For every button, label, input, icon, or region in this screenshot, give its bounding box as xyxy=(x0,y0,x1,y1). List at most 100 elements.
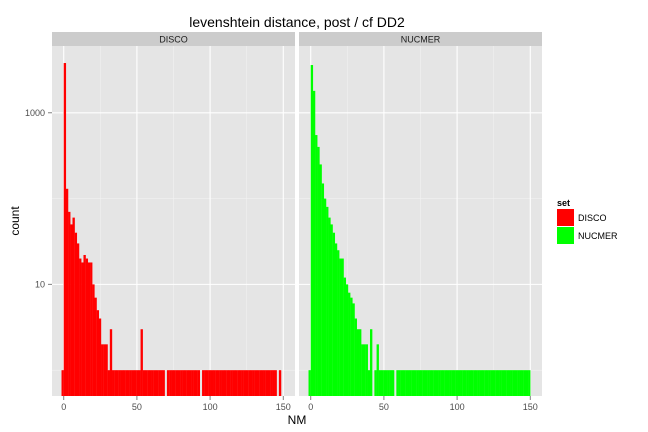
histogram-bar xyxy=(385,370,388,396)
strip-background xyxy=(52,32,295,46)
histogram-bar xyxy=(263,370,266,396)
histogram-bar xyxy=(259,370,262,396)
histogram-bar xyxy=(326,206,329,396)
histogram-bar xyxy=(365,344,368,396)
histogram-bar xyxy=(528,370,531,396)
histogram-bar xyxy=(267,370,271,396)
histogram-bar xyxy=(261,370,264,396)
histogram-bar xyxy=(94,297,97,396)
histogram-bar xyxy=(508,370,511,396)
histogram-bar xyxy=(449,370,452,396)
histogram-bar xyxy=(144,370,148,396)
histogram-bar xyxy=(219,370,222,396)
histogram-bar xyxy=(497,370,500,396)
histogram-bar xyxy=(495,370,498,396)
histogram-bar xyxy=(151,370,154,396)
strip-background xyxy=(299,32,542,46)
histogram-bar xyxy=(380,370,384,396)
histogram-bar xyxy=(352,303,355,396)
histogram-bar xyxy=(471,370,474,396)
histogram-bar xyxy=(127,370,130,396)
histogram-bar xyxy=(451,370,454,396)
histogram-bar xyxy=(486,370,489,396)
histogram-bar xyxy=(367,370,371,396)
histogram-bar xyxy=(490,370,494,396)
histogram-bar xyxy=(444,370,447,396)
histogram-bar xyxy=(191,370,194,396)
histogram-bar xyxy=(418,370,421,396)
histogram-bar xyxy=(462,370,465,396)
histogram-bar xyxy=(328,217,331,396)
histogram-bar xyxy=(213,370,216,396)
histogram-bar xyxy=(468,370,472,396)
histogram-bar xyxy=(221,370,225,396)
histogram-bar xyxy=(427,370,430,396)
histogram-bar xyxy=(217,370,220,396)
x-tick-label: 100 xyxy=(450,402,465,412)
histogram-bar xyxy=(197,370,200,396)
x-tick-label: 100 xyxy=(203,402,218,412)
histogram-bar xyxy=(440,370,443,396)
y-axis-title: count xyxy=(8,206,22,236)
histogram-bar xyxy=(337,250,340,396)
histogram-bar xyxy=(457,370,461,396)
histogram-bar xyxy=(435,370,439,396)
histogram-bar xyxy=(243,370,247,396)
x-tick-label: 150 xyxy=(276,402,291,412)
strip-label: NUCMER xyxy=(401,35,441,45)
histogram-bar xyxy=(424,370,428,396)
histogram-bar xyxy=(455,370,458,396)
legend: set DISCO NUCMER xyxy=(557,198,618,244)
histogram-bar xyxy=(378,370,382,396)
histogram-bar xyxy=(112,370,115,396)
histogram-bar xyxy=(466,370,469,396)
histogram-bar xyxy=(446,370,450,396)
histogram-bar xyxy=(359,329,362,396)
histogram-bar xyxy=(70,224,73,396)
histogram-bar xyxy=(398,370,401,396)
histogram-bar xyxy=(475,370,478,396)
histogram-bar xyxy=(186,370,190,396)
histogram-bar xyxy=(208,370,211,396)
histogram-bar xyxy=(389,370,393,396)
histogram-bar xyxy=(506,370,509,396)
histogram-bar xyxy=(125,370,128,396)
histogram-bar xyxy=(492,370,496,396)
histogram-bar xyxy=(519,370,522,396)
histogram-bar xyxy=(256,370,260,396)
histogram-bar xyxy=(438,370,441,396)
histogram-bar xyxy=(206,370,209,396)
histogram-bar xyxy=(188,370,192,396)
histogram-bar xyxy=(488,370,491,396)
histogram-bar xyxy=(193,370,196,396)
histogram-bar xyxy=(239,370,242,396)
histogram-bar xyxy=(354,318,357,396)
x-tick-label: 50 xyxy=(132,402,142,412)
histogram-bar xyxy=(230,370,233,396)
histogram-bar xyxy=(245,370,249,396)
histogram-bar xyxy=(442,370,445,396)
histogram-bar xyxy=(433,370,437,396)
histogram-bar xyxy=(248,370,251,396)
histogram-bar xyxy=(166,370,170,396)
histogram-bar xyxy=(413,370,417,396)
histogram-bar xyxy=(153,370,157,396)
histogram-bar xyxy=(387,370,390,396)
histogram-bar xyxy=(422,370,426,396)
legend-swatch-nucmer xyxy=(557,227,574,244)
histogram-bar xyxy=(234,370,238,396)
histogram-bar xyxy=(254,370,258,396)
histogram-bar xyxy=(65,188,69,396)
histogram-bar xyxy=(155,370,159,396)
histogram-bar xyxy=(85,258,89,396)
histogram-bar xyxy=(149,370,152,396)
histogram-bar xyxy=(473,370,476,396)
histogram-bar xyxy=(87,262,91,396)
histogram-bar xyxy=(204,370,207,396)
histogram-bar xyxy=(250,370,253,396)
histogram-bar xyxy=(171,370,174,396)
histogram-bar xyxy=(512,370,516,396)
histogram-bar xyxy=(310,65,314,396)
x-axis: 0 50 100 150 0 50 100 150 xyxy=(61,396,538,412)
